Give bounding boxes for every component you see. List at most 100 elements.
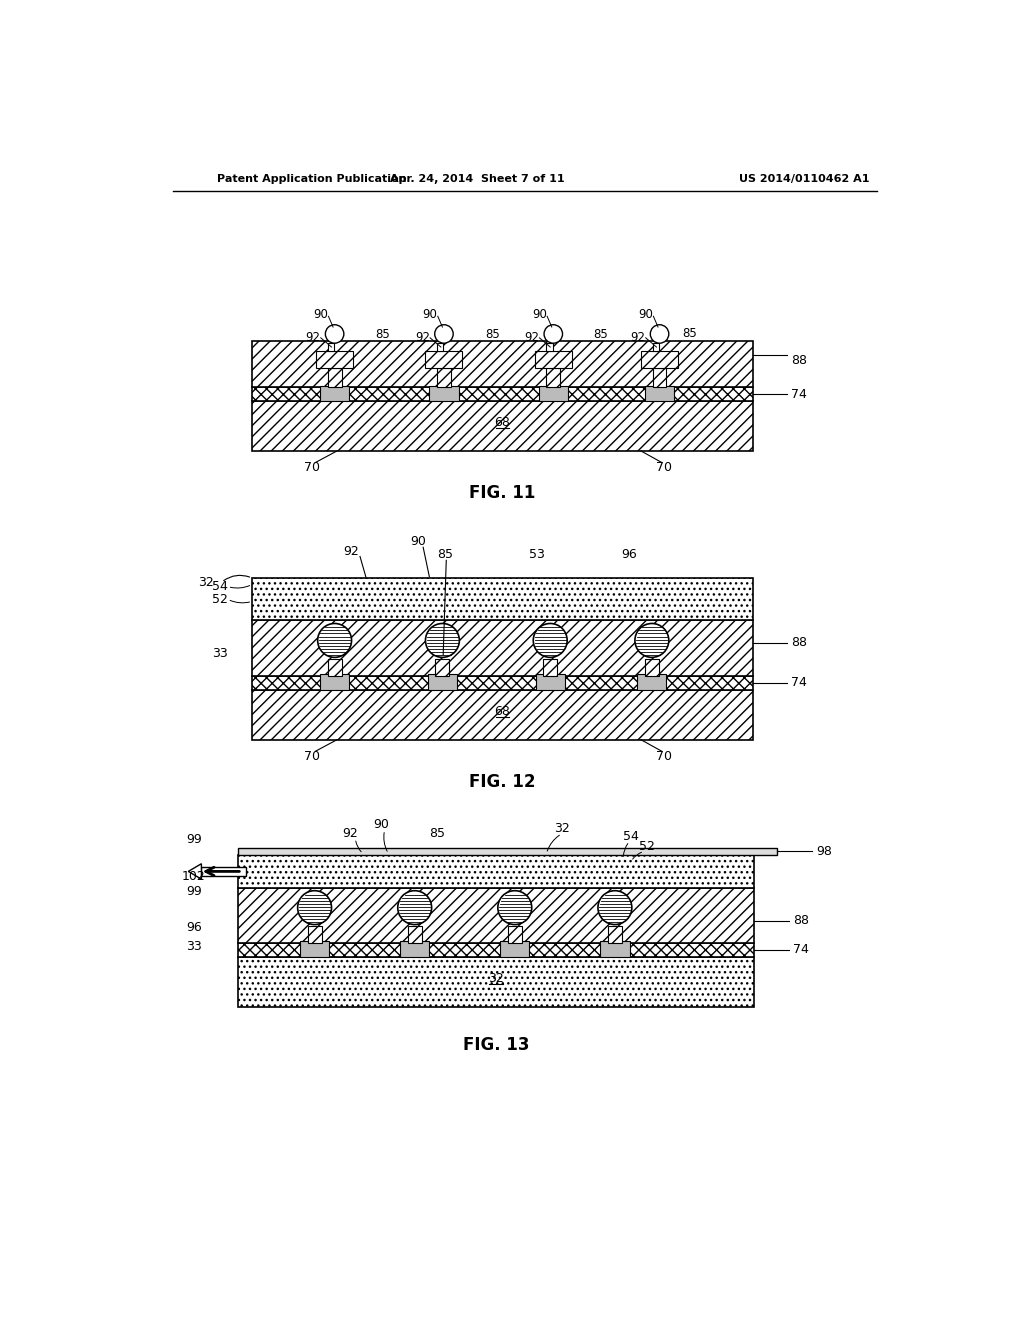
Text: 99: 99 (185, 884, 202, 898)
Polygon shape (188, 863, 202, 879)
Text: FIG. 12: FIG. 12 (469, 774, 536, 791)
Text: 92: 92 (305, 331, 321, 345)
Circle shape (317, 623, 351, 657)
Bar (328, 343, 334, 351)
Bar (300, 941, 330, 957)
Text: 70: 70 (656, 462, 672, 474)
Bar (239, 887, 755, 942)
Circle shape (425, 623, 460, 657)
Text: 54: 54 (624, 829, 639, 842)
Text: 85: 85 (593, 329, 607, 342)
Bar (652, 368, 667, 387)
Text: 90: 90 (373, 818, 389, 832)
Text: Apr. 24, 2014  Sheet 7 of 11: Apr. 24, 2014 Sheet 7 of 11 (390, 174, 564, 185)
Text: 88: 88 (792, 354, 807, 367)
Text: 70: 70 (304, 462, 321, 474)
Bar (547, 368, 560, 387)
Text: 98: 98 (816, 845, 831, 858)
Bar (252, 620, 753, 676)
Text: 88: 88 (793, 915, 809, 928)
Bar (437, 368, 451, 387)
Bar (435, 659, 450, 676)
Bar (428, 675, 457, 689)
Bar (252, 401, 753, 451)
Circle shape (650, 325, 669, 343)
Bar (202, 867, 246, 876)
Bar (500, 941, 529, 957)
Text: 90: 90 (638, 308, 653, 321)
Bar (539, 385, 568, 401)
Text: 70: 70 (304, 750, 321, 763)
Text: 96: 96 (185, 921, 202, 935)
Bar (408, 927, 422, 942)
Circle shape (326, 325, 344, 343)
Text: 32: 32 (488, 973, 504, 985)
Bar (252, 676, 753, 689)
Text: 52: 52 (639, 840, 654, 853)
Bar (536, 675, 565, 689)
Text: 92: 92 (524, 331, 540, 345)
Bar (307, 927, 322, 942)
Bar (645, 659, 658, 676)
Bar (319, 385, 349, 401)
Text: 92: 92 (415, 331, 430, 345)
Text: 99: 99 (185, 833, 202, 846)
Bar (239, 957, 755, 1007)
Bar (652, 343, 658, 351)
Bar (535, 351, 571, 368)
Bar (437, 343, 443, 351)
Bar (328, 368, 342, 387)
Bar (600, 941, 630, 957)
Text: 96: 96 (622, 548, 637, 561)
Text: 92: 92 (343, 545, 358, 557)
Text: US 2014/0110462 A1: US 2014/0110462 A1 (739, 174, 869, 185)
Bar (544, 659, 557, 676)
Bar (252, 689, 753, 739)
Text: 74: 74 (792, 388, 807, 400)
Text: FIG. 13: FIG. 13 (463, 1036, 529, 1055)
Text: 85: 85 (485, 329, 500, 342)
Bar (328, 659, 342, 676)
Text: 32: 32 (199, 576, 214, 589)
Text: 92: 92 (342, 828, 357, 841)
Text: 33: 33 (185, 940, 202, 953)
Text: 53: 53 (529, 548, 545, 561)
Circle shape (298, 891, 332, 924)
Text: 32: 32 (554, 822, 569, 834)
Circle shape (435, 325, 454, 343)
Text: 68: 68 (495, 705, 510, 718)
Text: 88: 88 (792, 636, 807, 649)
Bar (239, 847, 777, 855)
Bar (252, 578, 753, 620)
Bar (252, 341, 753, 387)
Text: 52: 52 (212, 593, 227, 606)
Text: 90: 90 (410, 535, 426, 548)
Text: 85: 85 (436, 548, 453, 561)
Bar (252, 387, 753, 401)
Text: 85: 85 (429, 828, 445, 841)
Circle shape (598, 891, 632, 924)
Text: 92: 92 (631, 331, 645, 345)
Circle shape (635, 623, 669, 657)
Text: 68: 68 (495, 416, 510, 429)
Circle shape (397, 891, 432, 924)
Text: 54: 54 (212, 579, 227, 593)
Bar (608, 927, 622, 942)
Text: 90: 90 (313, 308, 328, 321)
Circle shape (534, 623, 567, 657)
Bar (239, 855, 755, 887)
Bar (400, 941, 429, 957)
Bar (429, 385, 459, 401)
Text: 33: 33 (212, 647, 227, 660)
Bar (637, 675, 667, 689)
Circle shape (544, 325, 562, 343)
Text: FIG. 11: FIG. 11 (469, 484, 536, 503)
Bar (316, 351, 353, 368)
Text: 74: 74 (792, 676, 807, 689)
Text: 102: 102 (182, 870, 206, 883)
Bar (239, 942, 755, 957)
Text: Patent Application Publication: Patent Application Publication (217, 174, 407, 185)
Circle shape (498, 891, 531, 924)
Bar (645, 385, 674, 401)
Bar (547, 343, 553, 351)
